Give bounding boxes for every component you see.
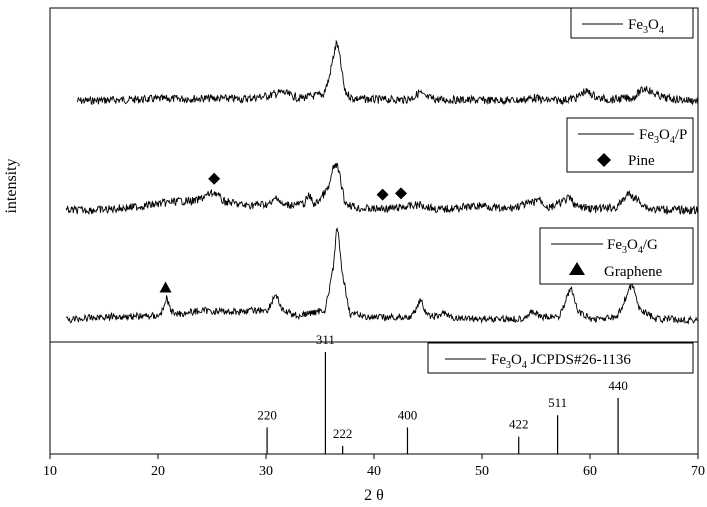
- series-line-0: [76, 39, 699, 106]
- graphene-triangle-marker: [159, 281, 172, 293]
- x-tick-label: 70: [691, 464, 705, 479]
- legend-fe3o4-p: Fe3O4/P Pine: [566, 117, 694, 173]
- diamond-icon: [597, 153, 611, 167]
- x-tick-label: 10: [43, 464, 57, 479]
- series-line-2: [65, 226, 698, 325]
- legend-label-reference: Fe3O4 JCPDS#26-1136: [491, 352, 631, 371]
- x-tick-label: 20: [151, 464, 165, 479]
- triangle-icon: [569, 262, 585, 275]
- legend-label-pine: Pine: [628, 153, 655, 169]
- x-tick-label: 60: [583, 464, 597, 479]
- x-tick-label: 50: [475, 464, 489, 479]
- pine-diamond-marker: [395, 187, 407, 200]
- x-axis-title: 2 θ: [364, 487, 384, 504]
- legend-fe3o4-g: Fe3O4/G Graphene: [539, 227, 694, 285]
- series-layer: [65, 39, 699, 325]
- legend-label-fe3o4-p: Fe3O4/P: [639, 127, 687, 146]
- reference-peaks: 220 311 222 400 422 511 440: [257, 332, 628, 454]
- reference-peak-label: 511: [548, 395, 567, 410]
- reference-peak-label: 422: [509, 417, 529, 432]
- legend-label-fe3o4-g: Fe3O4/G: [607, 237, 658, 256]
- x-tick-label: 30: [259, 464, 273, 479]
- series-line-1: [65, 162, 698, 216]
- pine-diamond-marker: [208, 172, 221, 185]
- x-tick-label: 40: [367, 464, 381, 479]
- reference-peak-label: 440: [608, 378, 628, 393]
- legend-label-graphene: Graphene: [604, 264, 663, 280]
- reference-peak-label: 222: [333, 426, 353, 441]
- reference-peak-label: 220: [257, 407, 277, 422]
- reference-peak-label: 311: [316, 332, 335, 347]
- markers-layer: [159, 172, 407, 293]
- y-axis-title: intensity: [3, 158, 20, 213]
- legend-reference: Fe3O4 JCPDS#26-1136: [427, 342, 694, 374]
- legend-fe3o4: Fe3O4: [570, 7, 694, 39]
- reference-peak-label: 400: [398, 407, 418, 422]
- legend-label-fe3o4: Fe3O4: [628, 17, 664, 36]
- x-axis-ticks: 10 20 30 40 50 60 70: [43, 454, 705, 479]
- pine-diamond-marker: [376, 188, 389, 201]
